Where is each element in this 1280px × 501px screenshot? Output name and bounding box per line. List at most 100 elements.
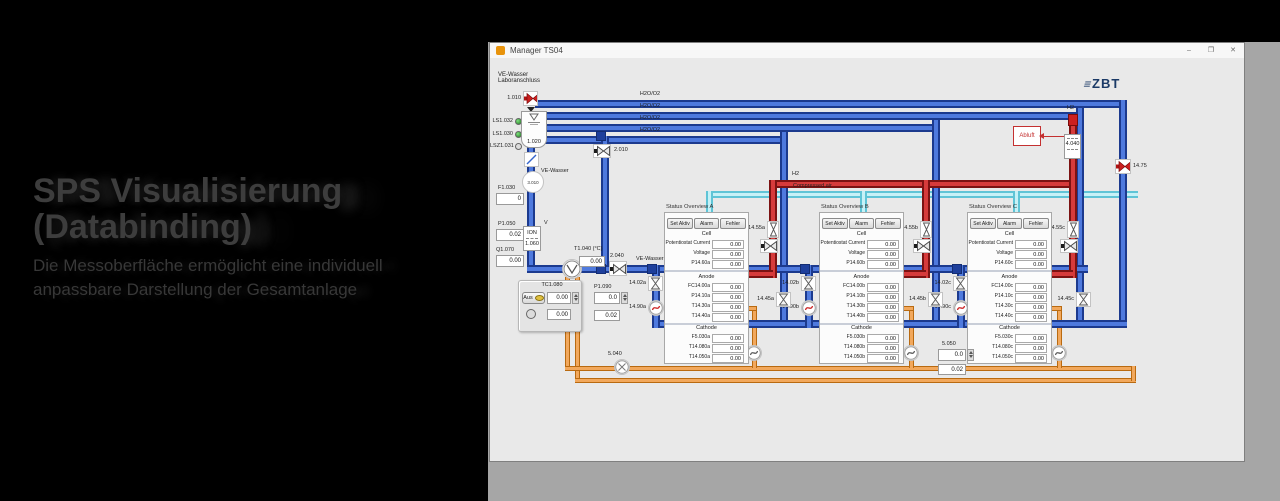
f1-030-value: 0 [496, 193, 524, 205]
pump-5040-label: 5.040 [608, 351, 622, 357]
p1-090-actual-value: 0.02 [594, 310, 620, 321]
valve-1402c[interactable] [953, 276, 968, 291]
panel-button-alarm[interactable]: Alarm [849, 218, 874, 229]
pipe-h2o-o2-line4 [535, 136, 788, 144]
section-header: Cathode [851, 325, 872, 331]
divider [1067, 138, 1078, 139]
valve-1445a[interactable] [776, 292, 791, 307]
panel-divider [968, 323, 1051, 325]
pipe-drop-line3 [932, 120, 940, 328]
tc1080-spinner[interactable] [572, 292, 579, 304]
pipe-h2-stub-c [1046, 270, 1073, 278]
pipe-heating-stub-c [1048, 306, 1061, 311]
tee-connector [596, 131, 606, 141]
row-value: 0.00 [867, 283, 899, 292]
title-bar[interactable]: Manager TS04 – ❐ ✕ [490, 43, 1244, 59]
valve-1445b[interactable] [928, 292, 943, 307]
window-title: Manager TS04 [510, 46, 563, 55]
panel-button-alarm[interactable]: Alarm [694, 218, 719, 229]
circulation-pump-c[interactable] [1051, 345, 1067, 361]
row-label: Potentiostat Current [665, 240, 710, 246]
abluft-arrow-icon [1039, 133, 1044, 139]
app-window: Manager TS04 – ❐ ✕ ≡ ZBT [489, 42, 1245, 462]
row-label: F5.030c [994, 334, 1013, 340]
section-header: Cathode [696, 325, 717, 331]
row-value: 0.00 [867, 250, 899, 259]
row-value: 0.00 [1015, 240, 1047, 249]
pipe-branch-a [652, 265, 660, 328]
row-label: P14.10a [691, 293, 710, 299]
row-value: 0.00 [1015, 293, 1047, 302]
ctrl-5050-setpoint-field[interactable]: 0.0 [938, 349, 966, 361]
valve-1455a[interactable] [767, 221, 779, 238]
pipe-heating-header-upper [565, 366, 1134, 371]
panel-button-set-aktiv[interactable]: Set Aktiv [822, 218, 848, 229]
panel-button-set-aktiv[interactable]: Set Aktiv [970, 218, 996, 229]
ghost-subtitle-line1: Die Messoberfläche ermöglicht eine indiv… [33, 256, 383, 275]
row-label: Voltage [848, 250, 865, 256]
row-label: T14.080c [992, 344, 1013, 350]
level-sensor[interactable] [524, 152, 539, 167]
divider [1067, 149, 1078, 150]
tee-connector [800, 264, 810, 274]
valve-1475[interactable] [1115, 159, 1131, 174]
panel-divider [820, 323, 903, 325]
circulation-pump-b[interactable] [903, 345, 919, 361]
section-header: Anode [698, 274, 715, 280]
row-label: T14.050a [688, 354, 710, 360]
valve-1402a[interactable] [648, 276, 663, 291]
ghost-subtitle-line2: anpassbare Darstellung der Gesamtanlage [33, 280, 358, 299]
section-header: Cell [856, 231, 867, 237]
p1-090-setpoint-field[interactable]: 0.0 [594, 292, 620, 304]
pump-1490a[interactable] [648, 300, 664, 316]
row-label: Voltage [996, 250, 1013, 256]
row-label: T14.080b [843, 344, 865, 350]
valve-2010-label: 2.010 [614, 147, 628, 153]
panel-button-fehler[interactable]: Fehler [875, 218, 901, 229]
row-value: 0.00 [867, 313, 899, 322]
row-value: 0.00 [1015, 354, 1047, 363]
pump-3010[interactable]: 3.010 [522, 171, 544, 193]
pipe-h2-riser-c [1069, 124, 1077, 278]
p1-090-label: P1.090 [594, 284, 612, 290]
ctrl-5050-spinner[interactable] [967, 349, 974, 361]
valve-1445b-label: 14.45b [909, 296, 926, 302]
motor-valve-b[interactable] [913, 239, 931, 253]
tc1080-setpoint-field[interactable]: 0.00 [547, 292, 571, 304]
panel-button-fehler[interactable]: Fehler [1023, 218, 1049, 229]
maximize-button[interactable]: ❐ [1207, 46, 1215, 54]
f1-030-label: F1.030 [498, 185, 516, 191]
panel-button-set-aktiv[interactable]: Set Aktiv [667, 218, 693, 229]
row-label: T14.30a [691, 303, 710, 309]
row-value: 0.00 [712, 240, 744, 249]
minimize-button[interactable]: – [1187, 46, 1191, 54]
valve-1010[interactable] [523, 91, 538, 106]
valve-1402b[interactable] [801, 276, 816, 291]
valve-1445c-label: 14.45c [1057, 296, 1074, 302]
valve-2040[interactable] [609, 261, 627, 276]
tc1080-led [526, 309, 536, 319]
valve-1455b[interactable] [920, 221, 932, 238]
panel-divider [820, 270, 903, 272]
q1-070-label: Q1.070 [496, 247, 515, 253]
row-value: 0.00 [712, 283, 744, 292]
p1-090-spinner[interactable] [621, 292, 628, 304]
panel-button-fehler[interactable]: Fehler [720, 218, 746, 229]
panel-button-alarm[interactable]: Alarm [997, 218, 1022, 229]
pump-1490c[interactable] [953, 300, 969, 316]
pump-5040[interactable] [614, 359, 630, 375]
pump-1490b[interactable] [801, 300, 817, 316]
motor-valve-a[interactable] [760, 239, 778, 253]
row-value: 0.00 [712, 260, 744, 269]
close-button[interactable]: ✕ [1230, 46, 1236, 54]
aus-button[interactable]: Aus [522, 292, 545, 304]
p1-050-label: P1.050 [498, 221, 516, 227]
valve-1402b-label: 14.02b [782, 280, 799, 286]
valve-1455c[interactable] [1067, 221, 1079, 238]
valve-1445c[interactable] [1076, 292, 1091, 307]
mixer-valve[interactable] [562, 259, 582, 279]
pipe-tank-down [527, 146, 535, 273]
valve-2010[interactable] [593, 144, 611, 158]
motor-valve-c[interactable] [1060, 239, 1078, 253]
pipe-heating-join [1131, 366, 1136, 381]
